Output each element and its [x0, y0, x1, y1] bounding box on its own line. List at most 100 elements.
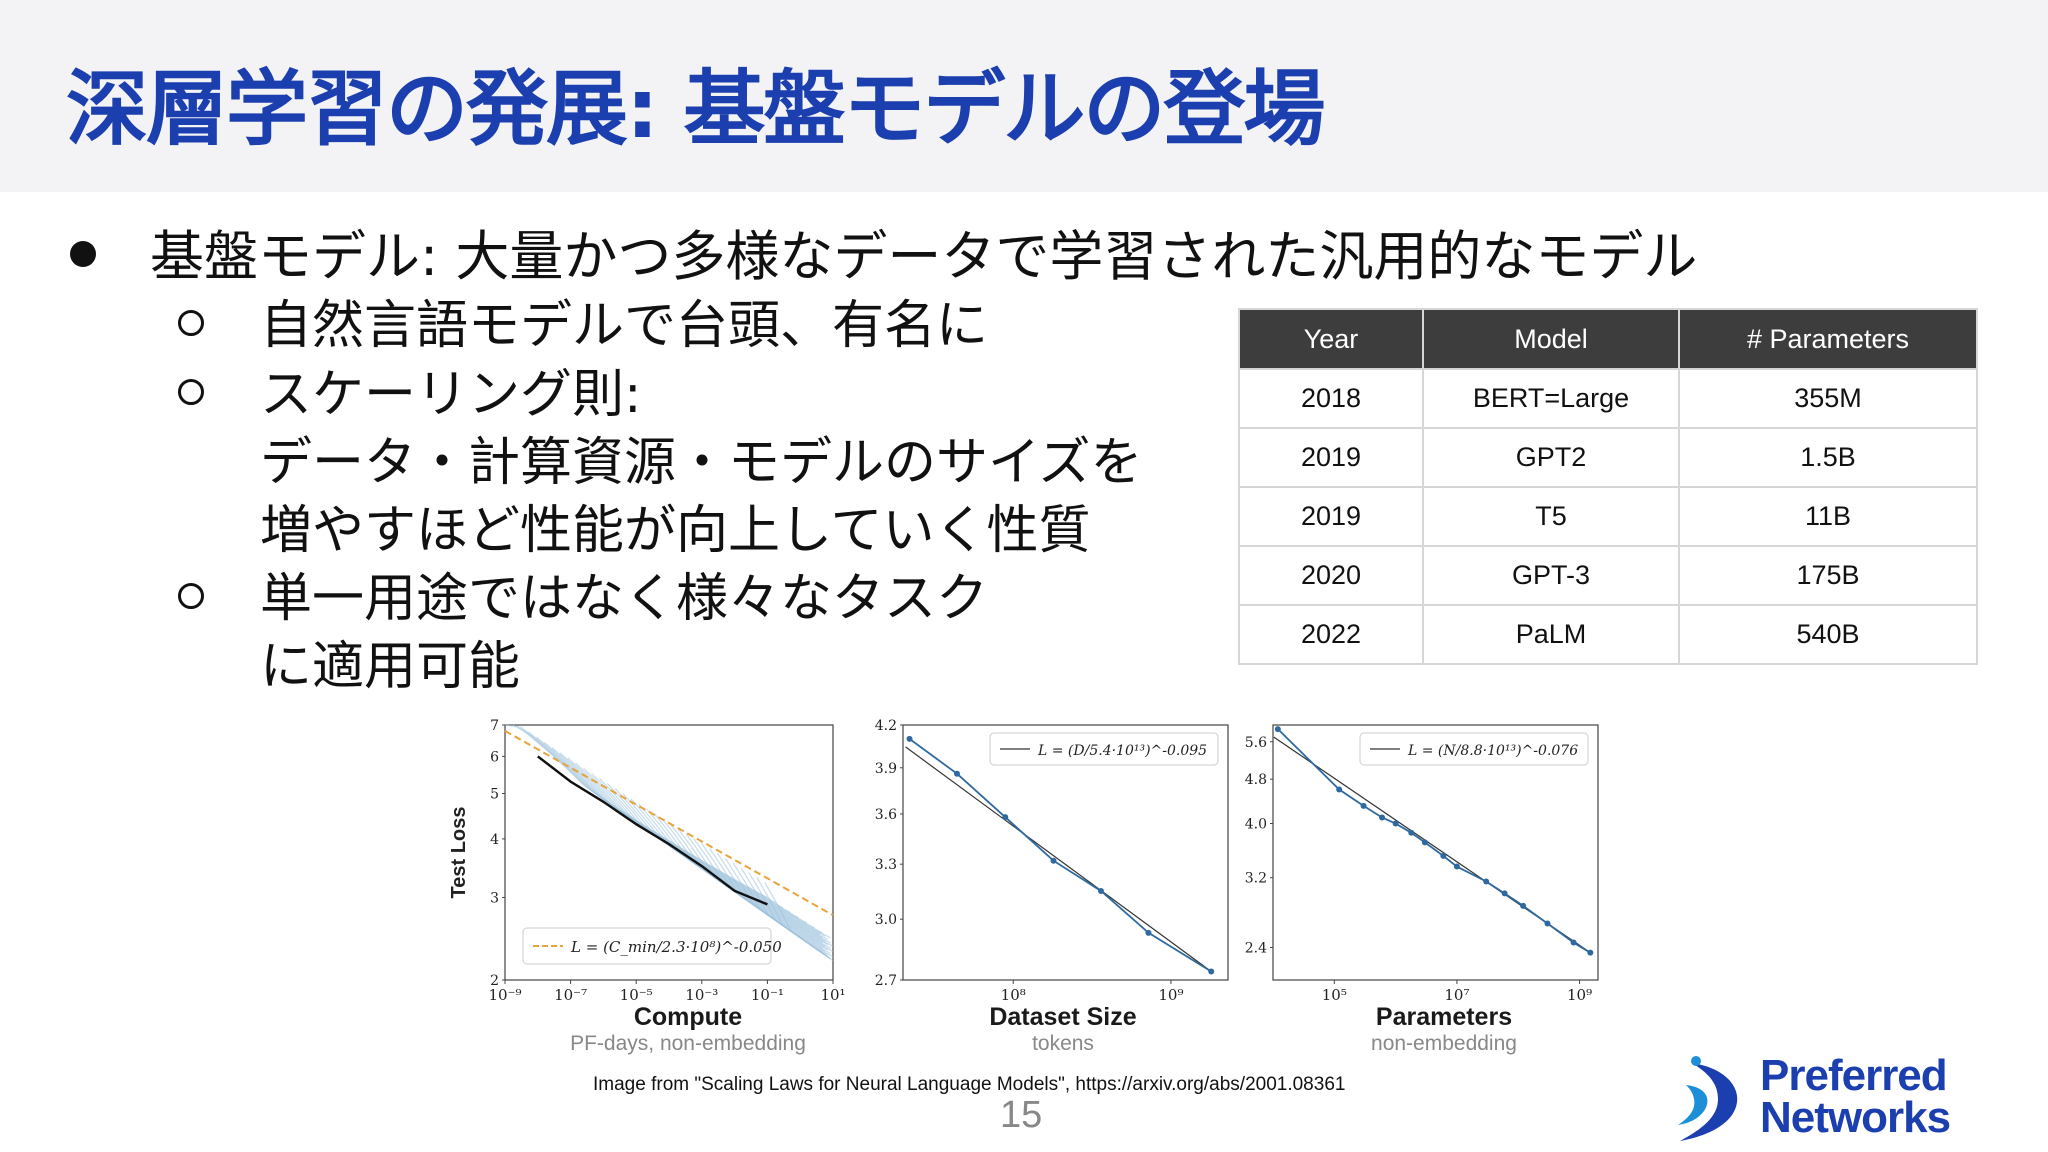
cell-year: 2020 [1238, 545, 1424, 606]
sub-bullet-2-line2: データ・計算資源・モデルのサイズを [260, 433, 1143, 493]
sub-bullet-1-text: 自然言語モデルで台頭、有名に [260, 296, 989, 356]
data-point [1336, 786, 1343, 793]
y-tick-label: 4 [490, 832, 499, 848]
legend-text: L = (C_min/2.3·10⁸)^-0.050 [570, 938, 782, 956]
x-tick-label: 10⁻¹ [751, 986, 784, 1004]
data-point [1421, 839, 1428, 846]
cell-params: 1.5B [1678, 427, 1978, 488]
pfn-mark-icon [1678, 1056, 1738, 1141]
dataset-label: Dataset Size tokens [923, 1003, 1203, 1056]
table-row: 2022 PaLM 540B [1238, 604, 1978, 665]
table-row: 2018 BERT=Large 355M [1238, 368, 1978, 429]
y-tick-label: 3.6 [875, 807, 897, 823]
y-tick-label: 5.6 [1245, 735, 1267, 751]
y-tick-label: 2.4 [1245, 941, 1267, 957]
y-tick-label: 4.8 [1245, 772, 1267, 788]
x-tick-label: 10⁷ [1444, 986, 1469, 1004]
legend-box [989, 732, 1219, 766]
slide-title: 深層学習の発展: 基盤モデルの登場 [66, 62, 1325, 157]
data-point [1570, 939, 1577, 946]
sub-bullet-2-text: スケーリング則: [260, 365, 642, 425]
data-point [906, 735, 913, 742]
compute-xlabel: Compute [633, 1003, 743, 1031]
sub-bullet-3: 単一用途ではなく様々なタスク [178, 556, 988, 631]
y-tick-label: 4.0 [1245, 816, 1267, 832]
cell-model: GPT2 [1422, 427, 1680, 488]
x-tick-label: 10⁸ [1001, 986, 1026, 1004]
data-point [1501, 890, 1508, 897]
cell-model: BERT=Large [1422, 368, 1680, 429]
x-tick-label: 10⁹ [1158, 986, 1183, 1004]
x-tick-label: 10⁵ [1322, 986, 1347, 1004]
data-point [954, 770, 961, 777]
y-tick-label: 4.2 [875, 718, 897, 734]
legend-text: L = (N/8.8·10¹³)^-0.076 [1407, 743, 1578, 759]
sub-bullet-2: スケーリング則: [178, 352, 642, 427]
parameters-xlabel: Parameters [1375, 1003, 1513, 1031]
data-point [1002, 814, 1009, 821]
sub-bullet-circle [178, 379, 204, 405]
data-point [1483, 878, 1490, 885]
plot-frame-1 [902, 724, 1229, 981]
cell-model: PaLM [1422, 604, 1680, 665]
learning-curve [764, 881, 831, 960]
x-tick-label: 10⁻⁵ [620, 986, 653, 1004]
parameters-label: Parameters non-embedding [1304, 1003, 1584, 1056]
y-tick-label: 3.2 [1245, 871, 1267, 887]
page-number: 15 [1000, 1094, 1043, 1136]
cell-year: 2022 [1238, 604, 1424, 665]
compute-fit-line [504, 730, 834, 917]
data-point [1145, 929, 1152, 936]
legend-box [522, 927, 772, 965]
table-row: 2019 GPT2 1.5B [1238, 427, 1978, 488]
data-point [1379, 814, 1386, 821]
plot-frame-2 [1272, 724, 1599, 981]
parameters-xsublabel: non-embedding [1371, 1032, 1517, 1055]
scaling-law-charts: 2 3 4 5 6 7 10⁻⁹ 10⁻⁷ 10⁻⁵ 10⁻³ 10⁻¹ 10¹ Test Loss L … [448, 718, 1599, 1004]
x-tick-label: 10⁻⁹ [488, 986, 521, 1004]
cell-year: 2019 [1238, 486, 1424, 547]
y-tick-label: 7 [490, 718, 499, 734]
cell-model: T5 [1422, 486, 1680, 547]
compute-frontier-line [537, 755, 768, 906]
x-tick-label: 10⁹ [1567, 986, 1592, 1004]
y-tick-label: 3.0 [875, 912, 897, 928]
data-point [1097, 888, 1104, 895]
data-point [1392, 820, 1399, 827]
data-point [1408, 829, 1415, 836]
y-tick-label: 2.7 [875, 973, 897, 989]
data-point [1208, 968, 1215, 975]
cell-year: 2019 [1238, 427, 1424, 488]
x-tick-label: 10⁻³ [685, 986, 718, 1004]
bullet-main: 基盤モデル: 大量かつ多様なデータで学習された汎用的なモデル [70, 212, 1697, 291]
data-point [1440, 852, 1447, 859]
compute-label: Compute PF-days, non-embedding [548, 1003, 828, 1056]
data-point [1587, 949, 1594, 956]
logo-wordmark: Preferred Networks [1760, 1051, 1951, 1142]
header-model: Model [1422, 308, 1680, 370]
y-tick-label: 3.9 [875, 761, 897, 777]
y-tick-label: 2 [490, 973, 499, 989]
sub-bullet-circle [178, 583, 204, 609]
model-parameters-table: Year Model # Parameters 2018 BERT=Large 35… [1238, 308, 1978, 665]
cell-params: 11B [1678, 486, 1978, 547]
data-point [1050, 857, 1057, 864]
cell-params: 355M [1678, 368, 1978, 429]
x-tick-label: 10¹ [820, 986, 845, 1004]
sub-bullet-2-line3: 増やすほど性能が向上していく性質 [260, 501, 1091, 561]
legend-text: L = (D/5.4·10¹³)^-0.095 [1037, 743, 1207, 759]
data-point [1520, 902, 1527, 909]
sub-bullet-circle [178, 310, 204, 336]
table-row: 2020 GPT-3 175B [1238, 545, 1978, 606]
data-point [1453, 863, 1460, 870]
cell-model: GPT-3 [1422, 545, 1680, 606]
x-tick-label: 10⁻⁷ [554, 986, 587, 1004]
sub-bullet-3-text: 単一用途ではなく様々なタスク [260, 569, 989, 629]
header-year: Year [1238, 308, 1424, 370]
logo-line1: Preferred [1760, 1051, 1948, 1100]
image-citation: Image from "Scaling Laws for Neural Lang… [593, 1074, 1346, 1095]
y-axis-label: Test Loss [448, 807, 470, 899]
preferred-networks-logo: Preferred Networks [1672, 1051, 2032, 1145]
legend-box [1359, 732, 1589, 766]
logo-line2: Networks [1760, 1093, 1951, 1142]
